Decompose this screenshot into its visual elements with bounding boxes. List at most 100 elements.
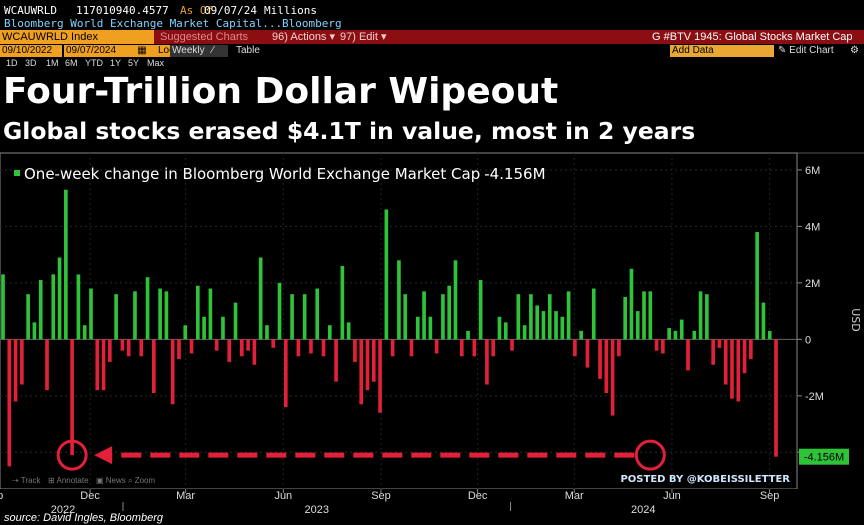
ticker: WCAUWRLD [4, 4, 57, 17]
bar [189, 339, 194, 354]
bar [309, 339, 313, 354]
bar [334, 339, 338, 382]
bar [711, 339, 715, 365]
bar [648, 291, 653, 340]
bar [277, 282, 282, 340]
tool-annotate[interactable]: ⊞ Annotate [48, 476, 89, 485]
bar [95, 339, 100, 391]
bar [629, 268, 634, 340]
range-selector: 1D 3D 1M 6M YTD 1Y 5Y Max [0, 58, 864, 69]
end-date-field[interactable]: 09/07/2024 [64, 45, 126, 57]
x-tick-label: Dec [468, 490, 488, 502]
bar [516, 294, 521, 340]
edit-menu[interactable]: 97) Edit ▾ [340, 31, 387, 43]
settings-icon[interactable]: ⚙ [850, 45, 859, 56]
edit-chart-label: Edit Chart [789, 45, 834, 56]
tool-zoom[interactable]: ⌕ Zoom [128, 476, 155, 485]
bar [290, 294, 294, 340]
bar [654, 339, 659, 351]
bar [13, 339, 18, 402]
range-1d[interactable]: 1D [6, 58, 18, 68]
bar [340, 265, 345, 340]
bar [591, 288, 596, 340]
actions-menu[interactable]: 96) Actions ▾ [272, 31, 336, 43]
headline: Four-Trillion Dollar Wipeout [3, 71, 559, 112]
range-5y[interactable]: 5Y [128, 58, 140, 68]
range-1y[interactable]: 1Y [110, 58, 122, 68]
bar [177, 339, 181, 360]
btv-label[interactable]: G #BTV 1945: Global Stocks Market Cap [652, 31, 853, 43]
bar [447, 285, 452, 340]
bar [761, 302, 766, 340]
bar [57, 257, 62, 340]
tool-track[interactable]: ⇢ Track [12, 476, 41, 485]
bar [20, 339, 24, 385]
range-ytd[interactable]: YTD [85, 58, 103, 68]
bar [698, 291, 703, 340]
bar [705, 294, 709, 340]
bar [610, 339, 615, 416]
bar [378, 339, 382, 413]
bar [302, 294, 307, 340]
bar [183, 325, 188, 340]
last-value-box [799, 448, 849, 465]
edit-label: Edit [358, 31, 378, 43]
bar [353, 339, 357, 362]
bar [327, 325, 332, 340]
annotations: -4.156M [56, 439, 849, 471]
bar [767, 330, 772, 340]
add-data-field[interactable]: Add Data [670, 45, 774, 57]
chart-type-icon[interactable]: ⁄ [210, 45, 228, 57]
bar [51, 274, 56, 340]
bar [535, 305, 540, 340]
as-of-date: 09/07/24 [204, 4, 257, 17]
bar [170, 339, 175, 405]
range-max[interactable]: Max [147, 58, 165, 68]
suggested-charts-button[interactable]: Suggested Charts [160, 31, 249, 43]
terminal-header: WCAUWRLD 117010940.4577 As Of 09/07/24 M… [0, 0, 864, 30]
bar [133, 291, 137, 340]
range-3d[interactable]: 3D [25, 58, 37, 68]
index-field[interactable]: WCAUWRLD Index [0, 30, 154, 44]
bar [617, 339, 621, 357]
bar [503, 322, 508, 340]
bar [195, 285, 200, 340]
table-button[interactable]: Table [236, 45, 260, 56]
y-tick-label: 4M [805, 221, 820, 233]
bar [422, 291, 426, 340]
legend-swatch [14, 170, 20, 176]
range-6m[interactable]: 6M [65, 58, 78, 68]
bar [139, 339, 144, 357]
highlight-circle [56, 439, 88, 471]
bar [598, 339, 602, 379]
calendar-icon[interactable]: ▦ [126, 45, 158, 57]
bar [403, 294, 408, 340]
range-1m[interactable]: 1M [46, 58, 59, 68]
bar [365, 339, 370, 391]
bar [346, 322, 351, 340]
bar [441, 294, 445, 340]
bar [686, 339, 690, 371]
x-year-label: 2022 [51, 504, 75, 516]
bar [717, 339, 722, 348]
bar [283, 339, 288, 408]
edit-chart-button[interactable]: ✎ Edit Chart [778, 45, 834, 56]
bar [32, 322, 37, 340]
watermark: POSTED BY @KOBEISSILETTER [620, 474, 790, 485]
source-note: source: David Ingles, Bloomberg [4, 512, 163, 524]
bar [541, 311, 546, 340]
bar [667, 328, 671, 340]
tool-news[interactable]: ▣ News [96, 476, 126, 485]
frequency-select[interactable]: Weekly [170, 45, 212, 57]
last-value: 117010940.4577 [76, 4, 169, 17]
bar [623, 297, 627, 340]
bar [415, 316, 420, 340]
bar [239, 339, 244, 357]
bar [755, 232, 759, 340]
y-tick-label: 0 [805, 334, 811, 346]
bar [497, 316, 502, 340]
units-label: Millions [264, 4, 317, 17]
start-date-field[interactable]: 09/10/2022 [0, 45, 62, 57]
y-axis-title: USD [849, 308, 862, 332]
